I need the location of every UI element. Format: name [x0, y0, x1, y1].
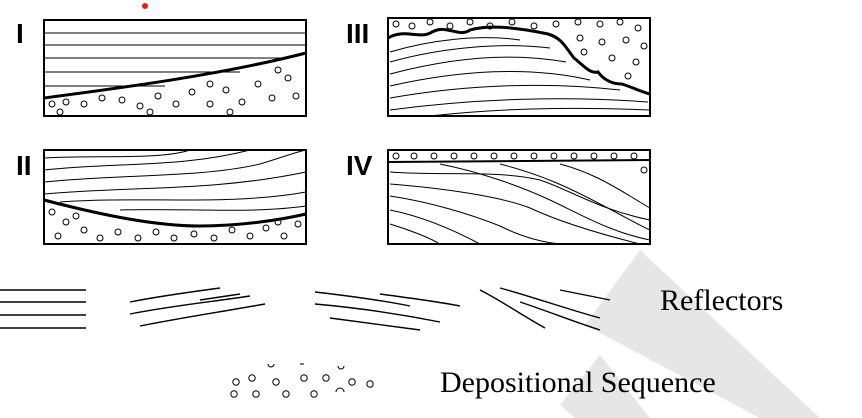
panel-3-label: III [346, 18, 370, 49]
panel-1-box [43, 19, 307, 117]
falling-reflectors-sample [314, 291, 461, 331]
horizontal-reflectors-sample [0, 289, 86, 329]
panel-2-box [43, 149, 307, 245]
panel-2-label: II [16, 150, 32, 181]
reflectors-label: Reflectors [660, 284, 784, 317]
legend-reflector-samples [0, 287, 611, 331]
panel-4-box [387, 149, 651, 245]
panel-1-label: I [16, 18, 24, 49]
red-marker-dot [142, 3, 148, 9]
legend-depositional-sample [230, 363, 374, 398]
depositional-sequence-label: Depositional Sequence [440, 366, 716, 399]
curved-reflectors-sample [479, 287, 611, 331]
watermark [560, 250, 820, 418]
rising-reflectors-sample [129, 287, 266, 327]
panel-4-label: IV [346, 150, 373, 181]
panel-3-box [387, 17, 651, 117]
